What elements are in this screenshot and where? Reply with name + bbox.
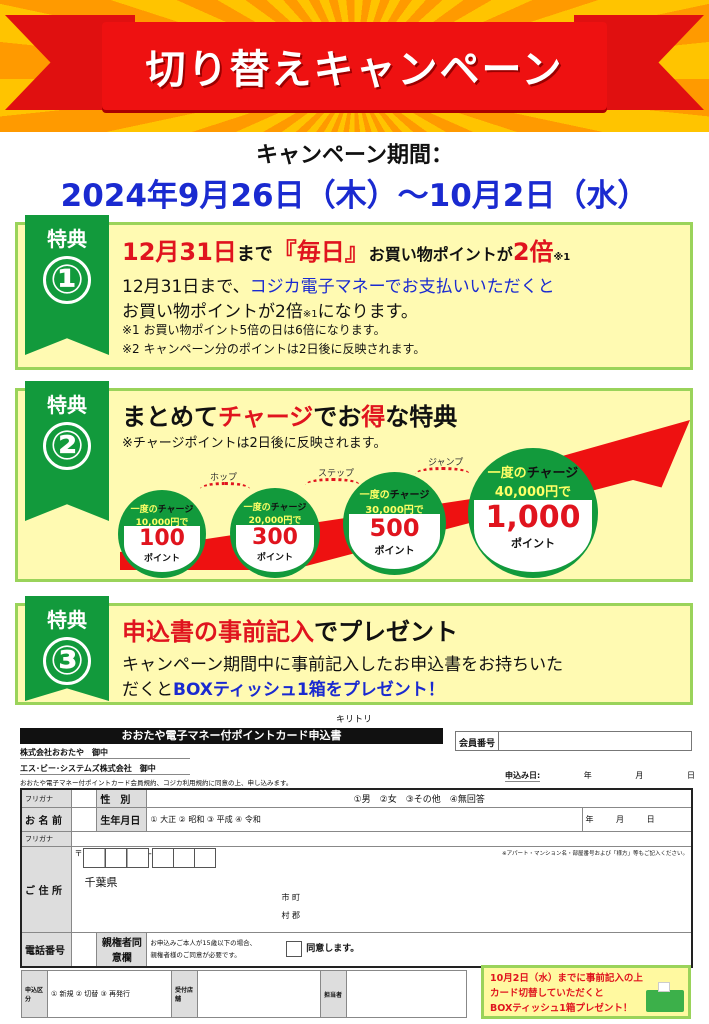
perk3-box: [15, 603, 693, 705]
store-field[interactable]: [197, 970, 321, 1018]
step-step: ステップ: [318, 469, 355, 479]
gender-options[interactable]: ①男 ②女 ③その他 ④無回答: [146, 788, 693, 808]
perk1-note1: ※1 お買い物ポイント5倍の日は6倍になります。: [122, 323, 386, 337]
tier-circle: 一度のチャージ 20,000円で 300 ポイント: [230, 488, 320, 578]
agreement-text: おおたや電子マネー付ポイントカード会員規約、コジカ利用規約に同意の上、申し込みま…: [20, 779, 293, 787]
office-use-table: 申込区分 ① 新規 ② 切替 ③ 再発行 受付店舗 担当者: [21, 970, 467, 1018]
promo-note: 10月2日（水）までに事前記入の上 カード切替していただくと BOXティッシュ1箱プ…: [481, 965, 691, 1019]
cut-line-label: キリトリ: [336, 715, 373, 725]
form-title: おおたや電子マネー付ポイントカード申込書: [20, 728, 443, 744]
perk1-line2: お買い物ポイントが2倍※1になります。: [122, 302, 418, 322]
guardian-consent[interactable]: お申込みご本人が15歳以下の場合、 親権者様のご同意が必要です。同意します。: [146, 932, 693, 967]
perk1-heading: 12月31日まで『毎日』お買い物ポイントが2倍※1: [122, 238, 571, 266]
name-input[interactable]: [70, 807, 98, 832]
step-hop: ホップ: [210, 473, 238, 483]
tier-circle: 一度のチャージ 10,000円で 100 ポイント: [118, 490, 206, 578]
perk1-note2: ※2 キャンペーン分のポイントは2日後に反映されます。: [122, 342, 426, 356]
member-number-field[interactable]: 会員番号: [455, 731, 692, 751]
perk3-line1: キャンペーン期間中に事前記入したお申込書をお持ちいた: [122, 655, 564, 675]
application-form-table: フリガナ性 別 ①男 ②女 ③その他 ④無回答 お 名 前生年月日 ① 大正 ② 昭…: [20, 788, 693, 968]
perk3-badge: 特典 ③: [25, 596, 109, 701]
staff-field[interactable]: [346, 970, 467, 1018]
addressee-1: 株式会社おおたや 御中: [20, 747, 190, 759]
step-arrow: [305, 478, 360, 492]
tier-circle: 一度のチャージ 40,000円で 1,000 ポイント: [468, 448, 598, 578]
address-furigana-input[interactable]: [70, 831, 693, 847]
perk1-line1: 12月31日まで、コジカ電子マネーでお支払いいただくと: [122, 277, 555, 297]
name-furigana-input[interactable]: [70, 788, 98, 808]
tier-circle: 一度のチャージ 30,000円で 500 ポイント: [343, 472, 446, 575]
step-arrow: [200, 482, 250, 496]
phone-input[interactable]: [70, 932, 98, 967]
period-label: キャンペーン期間：: [256, 143, 453, 168]
page-title: 切り替えキャンペーン: [102, 22, 607, 110]
application-date[interactable]: 申込み日: 年月日: [505, 771, 695, 782]
badge-number: ①: [43, 256, 91, 304]
address-input[interactable]: 〒 - ※アパート・マンション名・部屋番号および「様方」等もご記入ください。 千葉…: [70, 846, 693, 933]
perk1-box: [15, 222, 693, 370]
perk3-line2: だくとBOXティッシュ1箱をプレゼント！: [122, 680, 445, 700]
badge-label: 特典: [47, 227, 87, 251]
addressee-2: エス･ビー･システムズ株式会社 御中: [20, 763, 190, 775]
application-type[interactable]: ① 新規 ② 切替 ③ 再発行: [47, 970, 172, 1018]
birth-era[interactable]: ① 大正 ② 昭和 ③ 平成 ④ 令和: [146, 807, 583, 832]
perk2-heading: まとめてチャージでお得な特典: [122, 403, 458, 431]
perk2-badge: 特典 ②: [25, 381, 109, 521]
tissue-box-icon: [646, 982, 684, 1012]
perk3-heading: 申込書の事前記入でプレゼント: [122, 618, 458, 646]
perk1-badge: 特典 ①: [25, 215, 109, 355]
perk2-note: ※チャージポイントは2日後に反映されます。: [122, 436, 387, 451]
step-arrow: [415, 467, 470, 481]
step-jump: ジャンプ: [428, 458, 464, 468]
consent-checkbox[interactable]: [286, 941, 303, 958]
birth-date[interactable]: 年 月 日: [581, 807, 693, 832]
period-dates: 2024年9月26日（木）～10月2日（水）: [60, 178, 649, 214]
